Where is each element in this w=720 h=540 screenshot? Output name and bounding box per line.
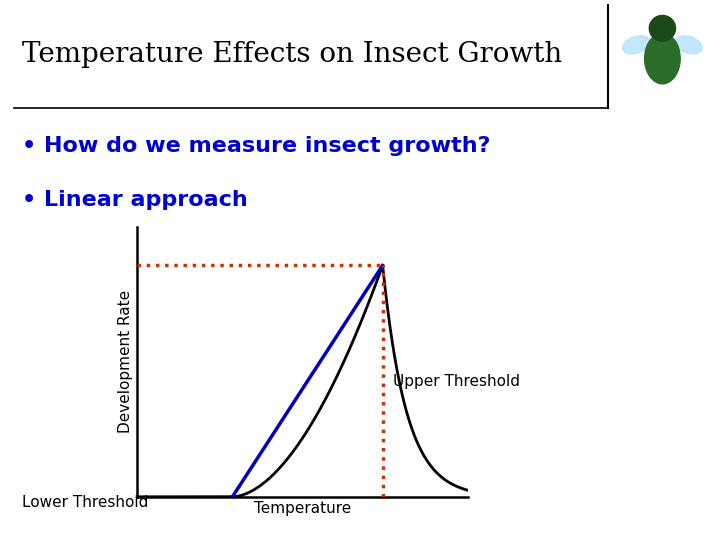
Ellipse shape	[623, 36, 649, 54]
Text: • How do we measure insect growth?: • How do we measure insect growth?	[22, 136, 490, 156]
X-axis label: Temperature: Temperature	[253, 501, 351, 516]
Text: • Linear approach: • Linear approach	[22, 190, 248, 210]
Text: Upper Threshold: Upper Threshold	[393, 374, 520, 389]
Text: Lower Threshold: Lower Threshold	[22, 495, 148, 510]
Ellipse shape	[644, 33, 680, 84]
Text: Temperature Effects on Insect Growth: Temperature Effects on Insect Growth	[22, 40, 562, 68]
Y-axis label: Development Rate: Development Rate	[117, 290, 132, 434]
Ellipse shape	[675, 36, 702, 54]
Circle shape	[649, 16, 675, 41]
